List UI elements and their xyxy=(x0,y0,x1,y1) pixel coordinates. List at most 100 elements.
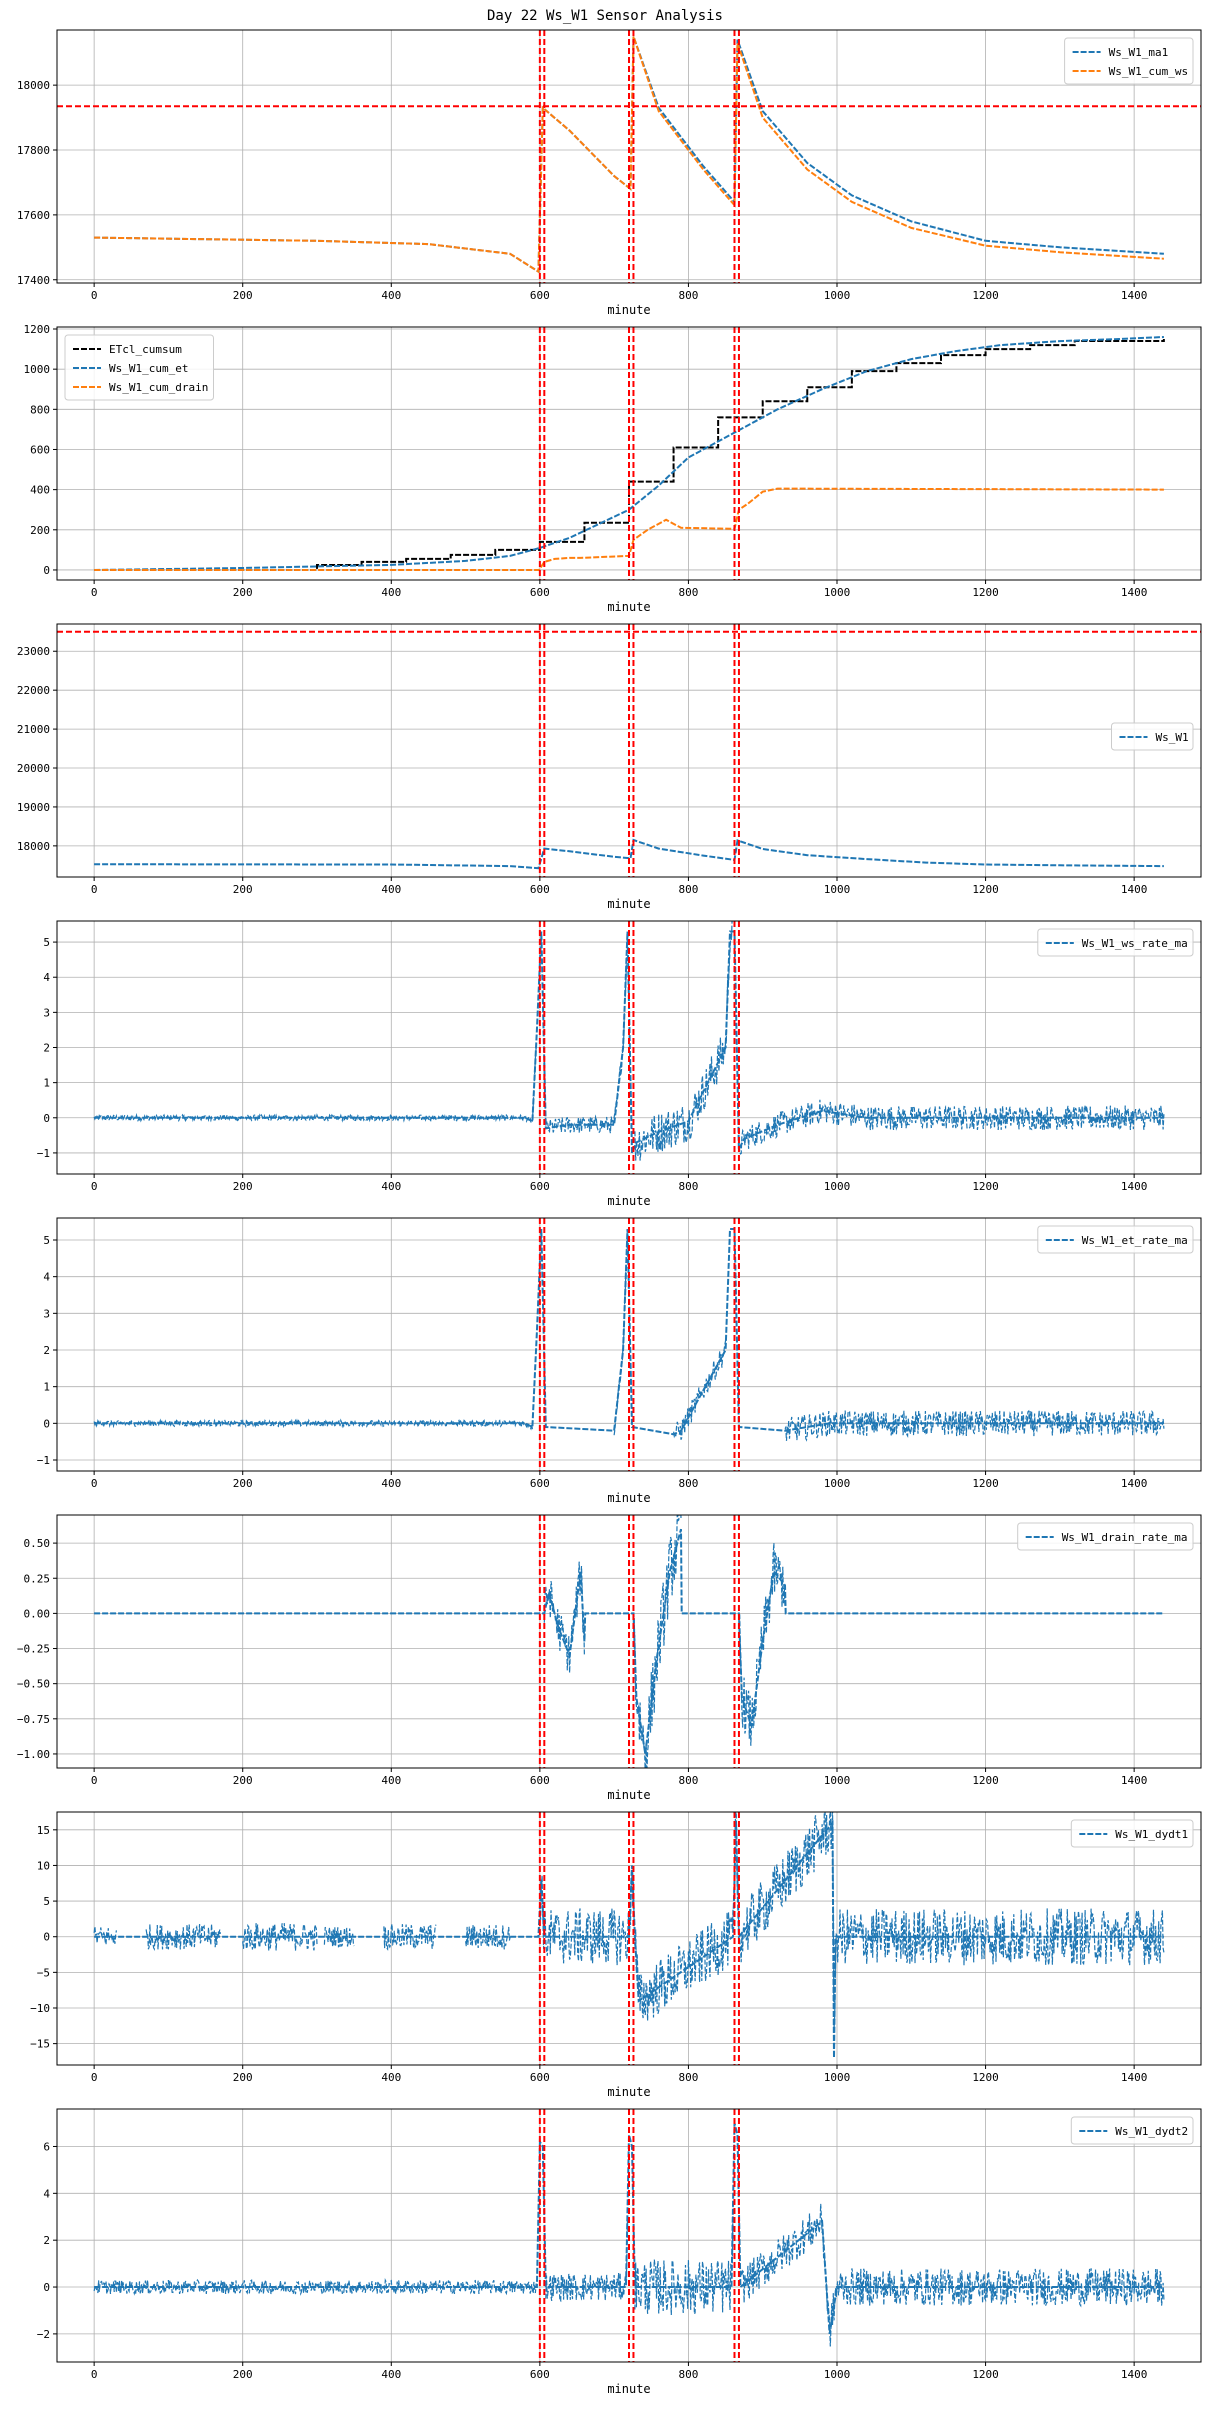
axes-frame xyxy=(56,1811,1202,2066)
x-tick-label: 600 xyxy=(530,1774,550,1787)
x-tick-label: 400 xyxy=(381,883,401,896)
plot-area xyxy=(93,1812,1165,2065)
y-tick-label: 200 xyxy=(30,524,50,537)
x-tick-label: 1400 xyxy=(1121,289,1148,302)
series-line-Ws_W1_et_rate_ma xyxy=(94,1228,1164,1436)
x-tick-label: 0 xyxy=(91,586,98,599)
y-tick-label: 1 xyxy=(43,1077,50,1090)
legend: Ws_W1_ma1 Ws_W1_cum_ws xyxy=(1064,37,1194,85)
x-tick-label: 1400 xyxy=(1121,2368,1148,2381)
x-tick-label: 800 xyxy=(678,2368,698,2381)
x-tick-label: 200 xyxy=(233,883,253,896)
x-tick-label: 1200 xyxy=(972,586,999,599)
x-tick-label: 600 xyxy=(530,1180,550,1193)
x-tick-label: 400 xyxy=(381,1774,401,1787)
x-tick-label: 400 xyxy=(381,2368,401,2381)
y-tick-label: 15 xyxy=(37,1824,50,1837)
legend-box xyxy=(1111,722,1194,751)
x-tick-label: 600 xyxy=(530,2071,550,2084)
y-tick-label: −15 xyxy=(30,2038,50,2051)
subplot-7: 0 200 400 600 800 1000 1200 1400 −15 −10 −5 0 5 10 15 m… xyxy=(30,1811,1202,2099)
legend: Ws_W1_dydt1 xyxy=(1070,1819,1194,1848)
y-tick-label: 0 xyxy=(43,564,50,577)
x-tick-label: 0 xyxy=(91,2071,98,2084)
y-tick-label: −2 xyxy=(37,2328,50,2341)
y-tick-label: −0.50 xyxy=(17,1678,50,1691)
series-texture-Ws_W1_dydt1 xyxy=(93,1812,1165,2030)
y-tick-label: 2 xyxy=(43,2234,50,2247)
x-tick-label: 600 xyxy=(530,883,550,896)
y-tick-label: 0 xyxy=(43,2281,50,2294)
x-tick-label: 1000 xyxy=(824,1774,851,1787)
x-axis-label: minute xyxy=(607,2382,650,2396)
x-tick-label: 800 xyxy=(678,1477,698,1490)
x-tick-label: 1400 xyxy=(1121,1477,1148,1490)
subplot-4: 0 200 400 600 800 1000 1200 1400 −1 0 1 2 3 4 5 minute W… xyxy=(37,920,1202,1208)
y-tick-label: 5 xyxy=(43,1895,50,1908)
series-line-Ws_W1_drain_rate_ma xyxy=(94,1528,1164,1755)
y-tick-label: −0.75 xyxy=(17,1713,50,1726)
y-tick-label: 800 xyxy=(30,403,50,416)
axes-frame xyxy=(56,1217,1202,1472)
x-tick-label: 1000 xyxy=(824,2368,851,2381)
x-tick-label: 600 xyxy=(530,586,550,599)
y-tick-label: −5 xyxy=(37,1966,50,1979)
legend-box xyxy=(64,334,214,401)
legend-entry: Ws_W1_et_rate_ma xyxy=(1082,1234,1188,1247)
x-tick-label: 800 xyxy=(678,2071,698,2084)
x-tick-label: 200 xyxy=(233,1180,253,1193)
legend-entry: Ws_W1_drain_rate_ma xyxy=(1062,1531,1188,1544)
plot-area xyxy=(57,30,1201,283)
x-tick-label: 1000 xyxy=(824,883,851,896)
x-tick-label: 1000 xyxy=(824,2071,851,2084)
legend-entry: Ws_W1_cum_et xyxy=(109,362,188,375)
y-tick-label: 2 xyxy=(43,1344,50,1357)
y-tick-label: 20000 xyxy=(17,762,50,775)
series-line-Ws_W1_cum_ws xyxy=(94,36,1164,274)
series-line-Ws_W1_cum_drain xyxy=(94,487,1164,571)
plot-area xyxy=(93,1218,1165,1471)
y-tick-label: 0 xyxy=(43,1931,50,1944)
y-tick-label: 0.50 xyxy=(24,1537,51,1550)
x-tick-label: 200 xyxy=(233,289,253,302)
y-tick-label: −1.00 xyxy=(17,1748,50,1761)
y-tick-label: 5 xyxy=(43,936,50,949)
y-tick-label: 4 xyxy=(43,2187,50,2200)
x-tick-label: 1200 xyxy=(972,883,999,896)
x-tick-label: 0 xyxy=(91,1180,98,1193)
x-tick-label: 600 xyxy=(530,289,550,302)
x-tick-label: 200 xyxy=(233,1774,253,1787)
legend-entry: Ws_W1_dydt2 xyxy=(1115,2125,1188,2138)
x-axis-label: minute xyxy=(607,897,650,911)
plot-area xyxy=(93,2109,1165,2362)
y-tick-label: 18000 xyxy=(17,840,50,853)
legend: Ws_W1_dydt2 xyxy=(1070,2116,1194,2145)
axes-frame xyxy=(56,29,1202,284)
y-tick-label: 1 xyxy=(43,1381,50,1394)
x-tick-label: 1400 xyxy=(1121,1774,1148,1787)
legend-entry: Ws_W1 xyxy=(1156,731,1189,744)
x-tick-label: 1200 xyxy=(972,1180,999,1193)
y-tick-label: 0.00 xyxy=(24,1607,51,1620)
y-tick-label: 4 xyxy=(43,1271,50,1284)
legend-entry: ETcl_cumsum xyxy=(109,343,182,356)
y-tick-label: 0 xyxy=(43,1417,50,1430)
legend: Ws_W1_ws_rate_ma xyxy=(1037,928,1194,957)
x-tick-label: 800 xyxy=(678,1180,698,1193)
x-tick-label: 800 xyxy=(678,289,698,302)
x-tick-label: 0 xyxy=(91,289,98,302)
series-line-Ws_W1_ws_rate_ma xyxy=(94,930,1164,1154)
legend-entry: Ws_W1_ma1 xyxy=(1109,46,1169,59)
y-tick-label: 4 xyxy=(43,971,50,984)
x-tick-label: 1200 xyxy=(972,2071,999,2084)
legend-box xyxy=(1037,1225,1194,1254)
y-tick-label: 400 xyxy=(30,484,50,497)
x-tick-label: 400 xyxy=(381,1477,401,1490)
x-tick-label: 1000 xyxy=(824,1477,851,1490)
x-tick-label: 1200 xyxy=(972,1477,999,1490)
x-axis-label: minute xyxy=(607,1194,650,1208)
y-tick-label: 19000 xyxy=(17,801,50,814)
x-tick-label: 800 xyxy=(678,1774,698,1787)
subplot-8: 0 200 400 600 800 1000 1200 1400 −2 0 2 4 6 minute Ws_… xyxy=(37,2108,1202,2396)
